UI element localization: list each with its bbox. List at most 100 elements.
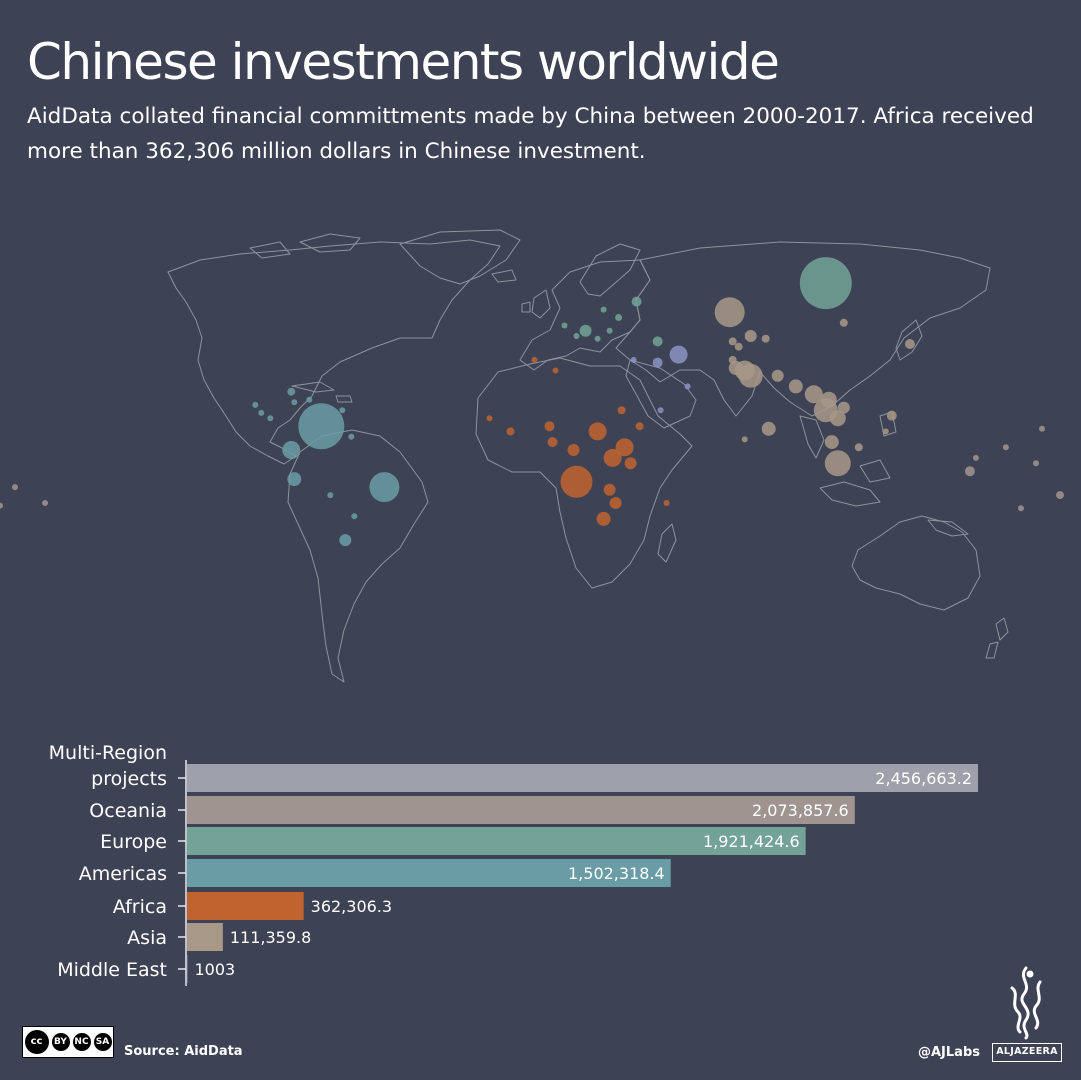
bar-multi-region-projects xyxy=(187,764,978,792)
bubble-americas-2 xyxy=(282,441,301,459)
bubble-asia-21 xyxy=(854,443,863,452)
bubble-americas-14 xyxy=(351,513,358,520)
bubble-asia-23 xyxy=(886,410,897,421)
bubble-americas-10 xyxy=(267,415,274,422)
bubble-africa-3 xyxy=(615,438,634,457)
bubble-asia-16 xyxy=(829,410,846,427)
bubble-europe-10 xyxy=(600,306,607,313)
bubble-asia-25 xyxy=(904,339,915,349)
bubble-africa-4 xyxy=(588,422,607,441)
category-label-middle-east: Middle East xyxy=(57,959,167,981)
bubble-asia-24 xyxy=(882,428,889,435)
bubble-africa-2 xyxy=(603,448,622,467)
investment-bubbles xyxy=(0,257,1064,547)
bubble-middle-east-3 xyxy=(630,356,637,363)
australia-outline xyxy=(851,515,981,611)
bubble-americas-15 xyxy=(327,492,334,499)
aljazeera-wordmark: ALJAZEERA xyxy=(992,1043,1062,1062)
bubble-middle-east-4 xyxy=(684,383,691,390)
bubble-oceania-7 xyxy=(42,500,49,506)
asia-outline xyxy=(615,241,991,417)
bubble-africa-18 xyxy=(552,367,559,374)
bubble-africa-12 xyxy=(486,415,493,422)
bubble-oceania-9 xyxy=(1039,425,1045,432)
bubble-americas-9 xyxy=(339,407,346,414)
bubble-africa-16 xyxy=(663,500,670,506)
bar-chart: Multi-Region projects 2,456,663.2 Oceania 2,… xyxy=(49,742,978,986)
caribbean-outline xyxy=(291,381,353,403)
bar-americas xyxy=(187,859,671,887)
bubble-americas-5 xyxy=(339,534,352,547)
bubble-americas-7 xyxy=(291,399,298,406)
bubble-europe-1 xyxy=(799,257,852,310)
scandinavia-outline xyxy=(579,243,641,297)
bubble-asia-12 xyxy=(788,379,803,394)
bubble-americas-8 xyxy=(306,396,313,403)
cc-nc-icon: NC xyxy=(72,1033,91,1051)
value-label-multi-region-projects: 2,456,663.2 xyxy=(875,769,972,788)
category-label-multi-region-projects: Multi-Region projects xyxy=(49,742,167,790)
europe-outline xyxy=(519,259,651,371)
bubble-europe-8 xyxy=(652,336,663,347)
new-guinea-outline xyxy=(927,519,969,537)
chart-title: Chinese investments worldwide xyxy=(27,33,780,91)
bubble-americas-3 xyxy=(287,472,302,487)
bubble-middle-east-5 xyxy=(657,407,664,414)
bubble-asia-17 xyxy=(837,401,850,414)
cc-by-icon: BY xyxy=(51,1033,70,1051)
category-label-africa: Africa xyxy=(113,896,167,918)
land-outlines xyxy=(167,229,1009,683)
value-label-asia: 111,359.8 xyxy=(230,928,311,947)
cc-license-badge: cc BY NC SA xyxy=(22,1026,114,1058)
bubble-asia-4 xyxy=(728,337,737,346)
bubble-asia-5 xyxy=(761,334,770,343)
bubble-europe-6 xyxy=(594,335,601,342)
value-label-americas: 1,502,318.4 xyxy=(568,864,665,883)
world-map xyxy=(0,229,1064,683)
bubble-oceania-6 xyxy=(12,484,18,491)
source-note: Source: AidData xyxy=(124,1044,243,1059)
bubble-asia-19 xyxy=(741,436,748,443)
bubble-europe-7 xyxy=(573,333,580,339)
bubble-americas-11 xyxy=(258,409,265,416)
category-label-europe: Europe xyxy=(100,831,167,853)
bubble-americas-6 xyxy=(287,387,296,396)
bubble-oceania-4 xyxy=(1018,505,1024,512)
category-label-americas: Americas xyxy=(79,863,167,885)
bubble-asia-13 xyxy=(804,385,823,404)
category-label-oceania: Oceania xyxy=(89,800,167,822)
bubble-africa-5 xyxy=(624,457,637,470)
ajlabs-handle: @AJLabs xyxy=(918,1045,980,1060)
bubble-americas-13 xyxy=(348,433,355,440)
iceland-outline xyxy=(491,269,517,283)
africa-outline xyxy=(475,357,693,589)
bubble-oceania-1 xyxy=(1002,444,1009,451)
south-america-outline xyxy=(287,429,429,683)
bubble-oceania-8 xyxy=(964,466,975,477)
bubble-asia-6 xyxy=(734,342,743,351)
bubble-middle-east-1 xyxy=(669,345,688,364)
value-label-middle-east: 1003 xyxy=(195,960,236,979)
bubble-africa-13 xyxy=(547,437,558,448)
category-label-asia: Asia xyxy=(127,927,167,949)
bubble-europe-3 xyxy=(615,314,623,321)
bubble-oceania-5 xyxy=(0,502,3,509)
bar-oceania xyxy=(187,796,855,824)
bubble-asia-3 xyxy=(744,330,757,342)
bubble-americas-12 xyxy=(252,401,259,408)
arctic-islands-outline xyxy=(249,233,361,259)
bubble-africa-17 xyxy=(531,356,538,363)
bubble-africa-6 xyxy=(603,483,616,496)
value-label-oceania: 2,073,857.6 xyxy=(752,801,849,820)
bubble-europe-9 xyxy=(561,322,568,329)
british-isles-outline xyxy=(521,289,551,319)
bubble-africa-8 xyxy=(596,511,611,526)
aljazeera-logo-icon xyxy=(1010,966,1042,1040)
bubble-asia-22 xyxy=(824,450,851,477)
bubble-asia-20 xyxy=(824,435,839,450)
bubble-asia-2 xyxy=(839,318,848,327)
bubble-africa-11 xyxy=(506,427,515,436)
arabia-outline xyxy=(625,359,697,429)
madagascar-outline xyxy=(657,523,677,563)
bar-europe xyxy=(187,827,806,855)
